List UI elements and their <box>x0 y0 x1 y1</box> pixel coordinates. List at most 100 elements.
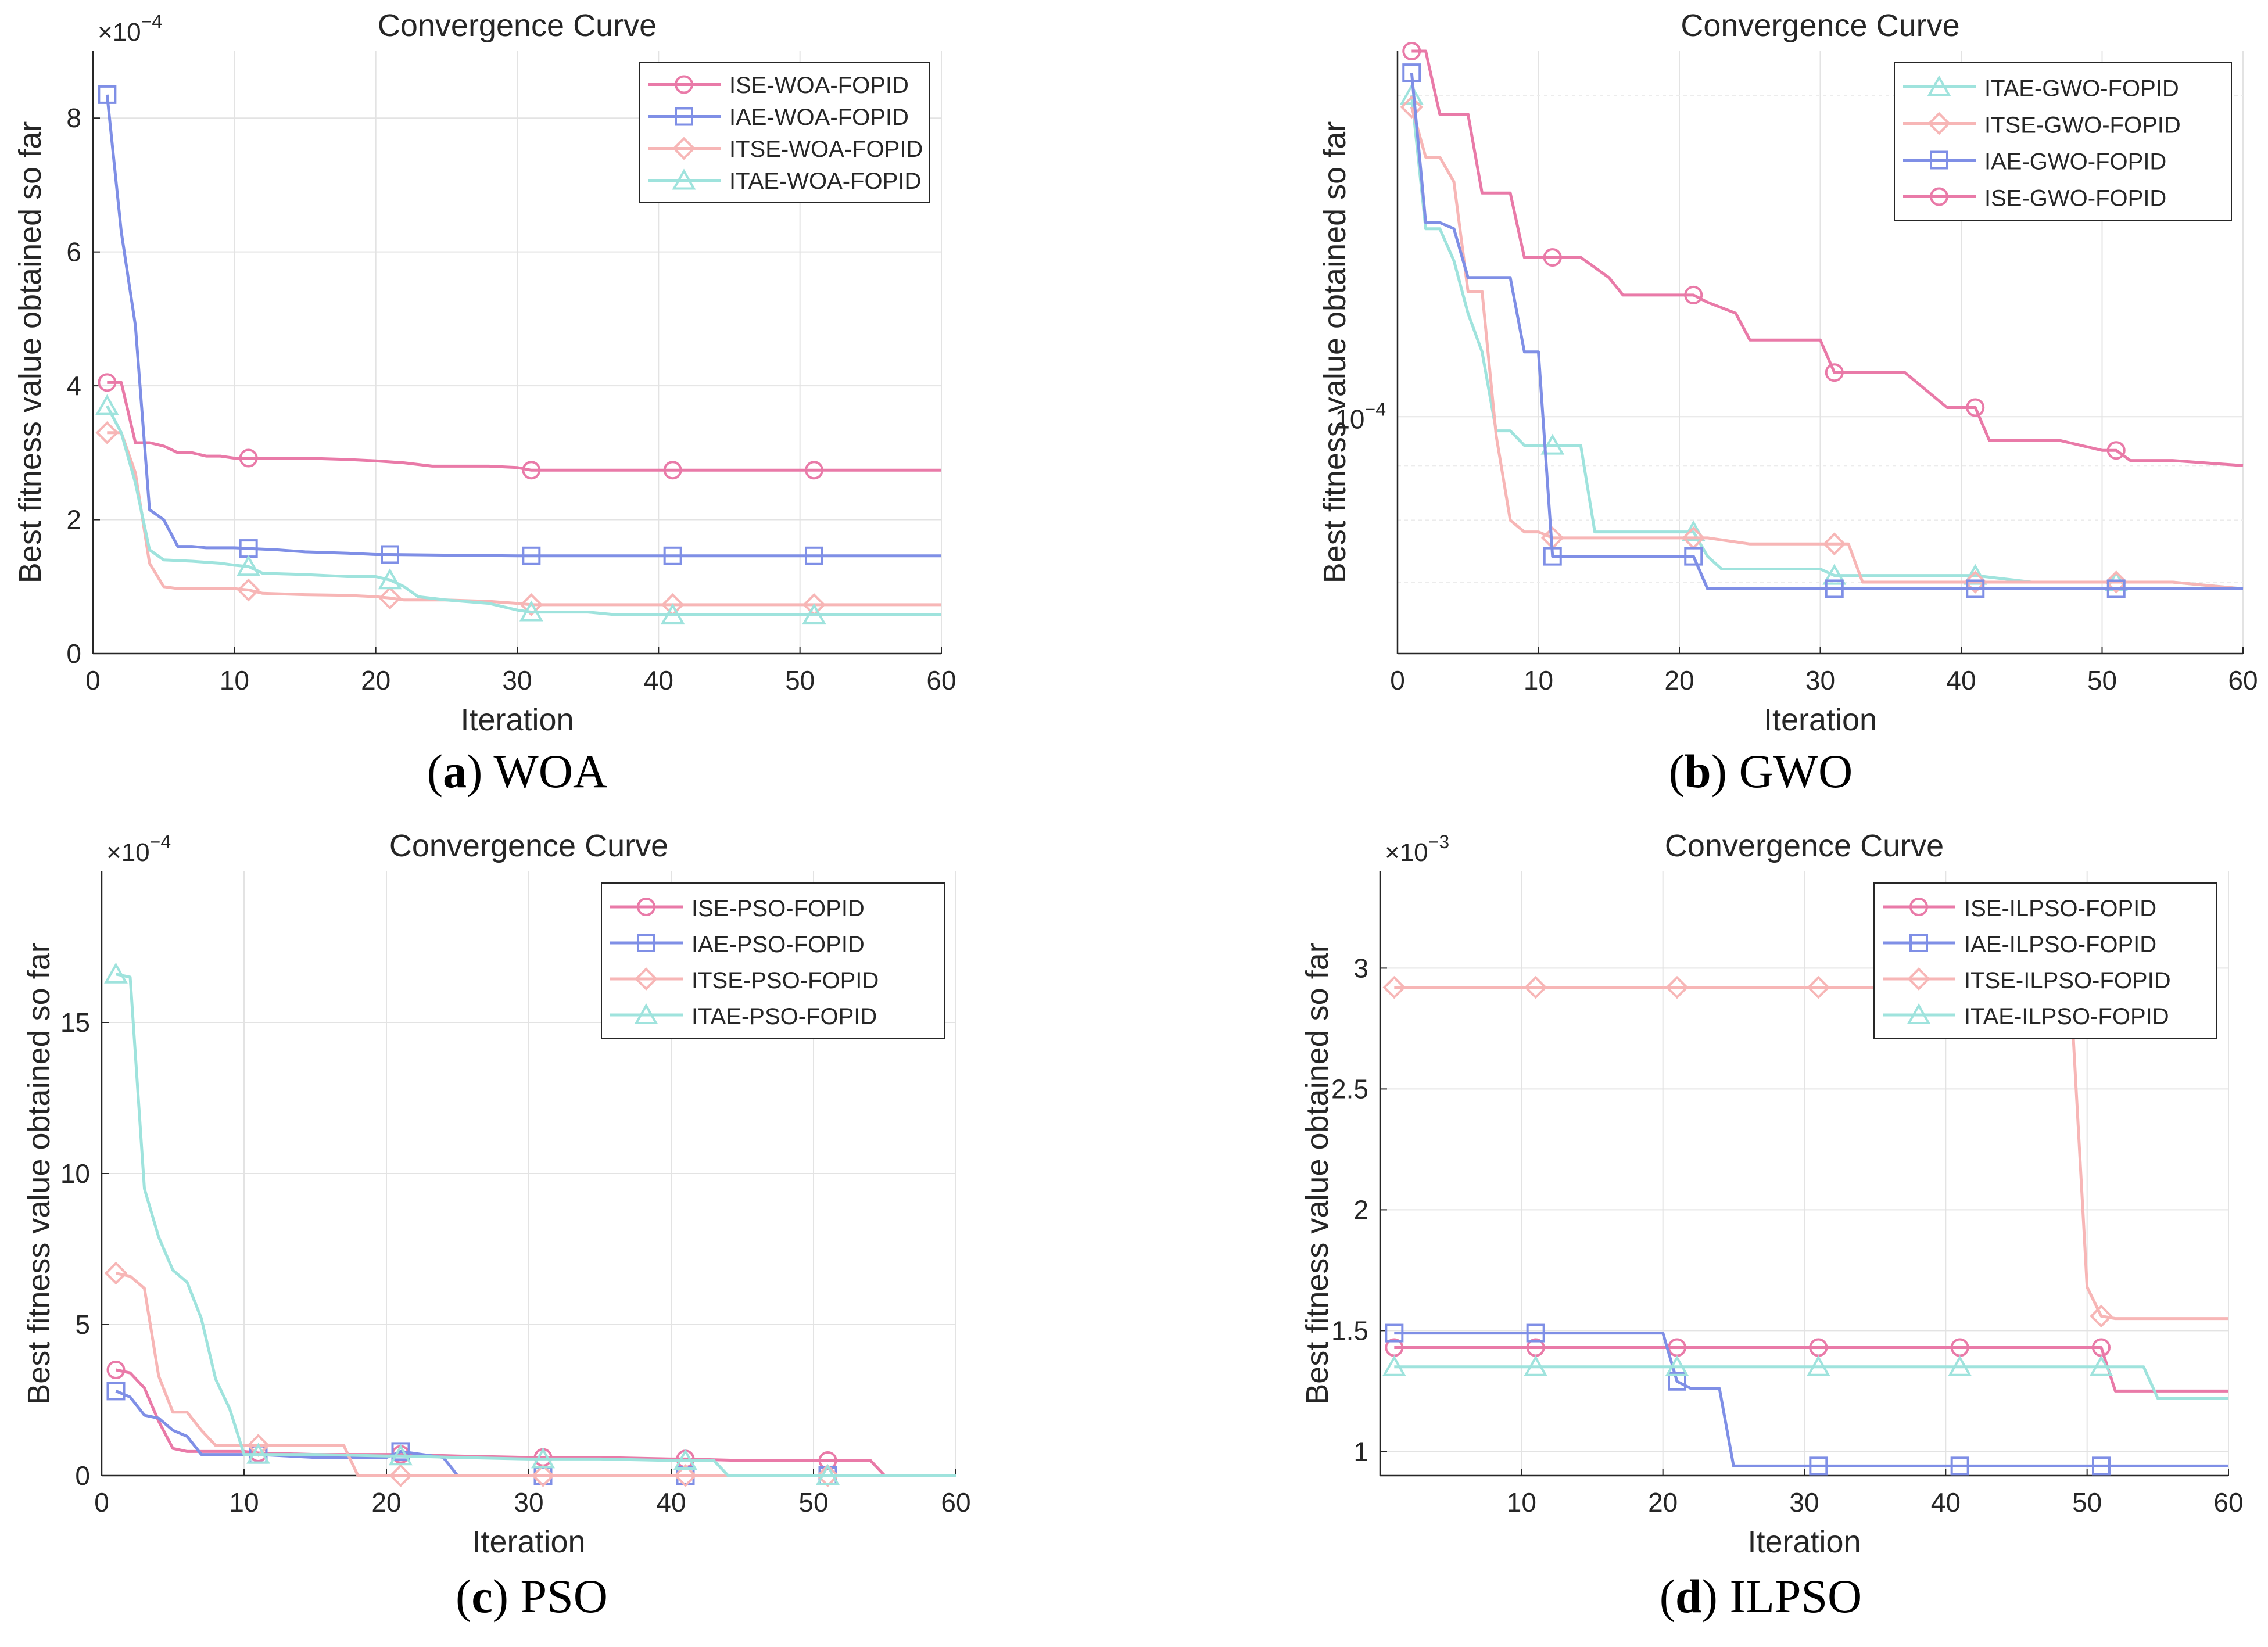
axis-multiplier: ×10−4 <box>98 11 162 46</box>
data-point <box>663 461 682 480</box>
data-point <box>663 546 682 565</box>
caption-letter: c <box>471 1570 492 1623</box>
legend-marker <box>1927 75 1951 96</box>
chart-panel-c: 0 10 20 30 40 50 60 0 5 10 15 ×10−4 Convergence Curv… <box>22 828 971 1623</box>
data-point <box>1524 1355 1548 1376</box>
legend-marker <box>635 967 658 991</box>
multiplier-exp: −4 <box>150 831 171 852</box>
y-tick-label: 0 <box>66 638 81 669</box>
x-axis-label: Iteration <box>460 702 574 737</box>
data-point <box>381 545 399 564</box>
legend-marker <box>637 934 655 952</box>
data-point <box>522 461 541 480</box>
data-point <box>531 1447 555 1469</box>
data-point <box>661 603 685 625</box>
legend: ISE-ILPSO-FOPID IAE-ILPSO-FOPID ITSE-ILPSO… <box>1873 882 2217 1039</box>
data-point <box>816 1464 840 1487</box>
x-tick-label: 30 <box>514 1487 543 1517</box>
legend-box <box>1894 62 2232 221</box>
legend-marker <box>1909 934 1928 952</box>
legend-label: ISE-WOA-FOPID <box>729 73 909 98</box>
data-point <box>1964 570 1987 594</box>
data-point <box>805 546 823 565</box>
data-point <box>246 1443 270 1464</box>
data-point <box>1385 1323 1404 1343</box>
x-tick-label: 40 <box>644 665 673 695</box>
x-tick-label: 0 <box>94 1487 109 1517</box>
data-point <box>1543 248 1562 267</box>
series-ITSE-PSO-FOPID <box>104 1261 956 1487</box>
data-point <box>1806 1355 1830 1376</box>
legend: ITAE-GWO-FOPID ITSE-GWO-FOPID IAE-GWO-FOPI… <box>1894 62 2232 221</box>
x-tick-label: 20 <box>361 665 390 695</box>
series-ITAE-ILPSO-FOPID <box>1382 1355 2228 1400</box>
x-tick-label: 40 <box>656 1487 686 1517</box>
data-point <box>1825 579 1844 598</box>
legend-label: ITSE-PSO-FOPID <box>691 968 879 993</box>
caption-letter: b <box>1685 745 1711 798</box>
x-tick-label: 50 <box>785 665 815 695</box>
series-line <box>1410 95 2244 590</box>
x-tick-label: 10 <box>1524 665 1553 695</box>
x-tick-label: 50 <box>2087 665 2117 695</box>
data-point <box>1402 63 1421 82</box>
x-tick-label: 10 <box>1507 1487 1536 1517</box>
panel-caption: (b) GWO <box>1669 745 1853 798</box>
legend: ISE-PSO-FOPID IAE-PSO-FOPID ITSE-PSO-FOPID… <box>601 882 945 1039</box>
chart-title: Convergence Curve <box>389 828 668 863</box>
caption-paren-close: ) <box>467 745 493 798</box>
series-IAE-GWO-FOPID <box>1402 63 2243 598</box>
chart-title: Convergence Curve <box>378 8 657 43</box>
y-tick-label: 2 <box>1353 1194 1368 1225</box>
series-line <box>105 94 941 558</box>
legend-marker <box>1907 1003 1931 1024</box>
multiplier-base: ×10 <box>106 838 150 867</box>
multiplier-base: ×10 <box>98 18 141 46</box>
data-point <box>1950 1456 1969 1476</box>
data-point <box>1524 975 1547 999</box>
chart-title: Convergence Curve <box>1665 828 1944 863</box>
data-point <box>2106 579 2126 598</box>
x-tick-label: 0 <box>85 665 101 695</box>
legend-label: ITAE-ILPSO-FOPID <box>1964 1004 2169 1029</box>
legend-label: ITAE-WOA-FOPID <box>729 168 921 194</box>
data-point <box>1807 975 1830 999</box>
y-axis-label: Best fitness value obtained so far <box>13 121 48 583</box>
legend-label: ITAE-PSO-FOPID <box>691 1004 877 1029</box>
legend-label: ISE-GWO-FOPID <box>1984 186 2166 211</box>
data-point <box>1684 285 1703 304</box>
caption-paren-open: ( <box>1660 1570 1675 1623</box>
multiplier-exp: −3 <box>1428 831 1449 852</box>
series-line <box>1410 106 2244 590</box>
legend-marker <box>675 107 693 126</box>
legend: ISE-WOA-FOPID IAE-WOA-FOPID ITSE-WOA-FOPID… <box>639 62 930 203</box>
y-tick-label: 5 <box>75 1309 90 1340</box>
series-IAE-WOA-FOPID <box>98 85 941 565</box>
x-tick-label: 40 <box>1931 1487 1961 1517</box>
series-ITAE-WOA-FOPID <box>95 394 941 625</box>
legend-marker <box>672 168 696 190</box>
data-point <box>1543 547 1562 566</box>
x-tick-label: 40 <box>1946 665 1976 695</box>
legend-marker <box>675 75 693 94</box>
legend-label: ITAE-GWO-FOPID <box>1984 76 2179 102</box>
y-tick-label: 10 <box>60 1158 90 1189</box>
data-point <box>1382 1355 1406 1376</box>
series-line <box>1411 49 2244 467</box>
panel-caption: (c) PSO <box>456 1570 608 1623</box>
data-point <box>805 461 823 480</box>
series-ISE-GWO-FOPID <box>1402 42 2244 467</box>
data-point <box>389 1464 413 1487</box>
legend-label: ISE-ILPSO-FOPID <box>1964 896 2156 921</box>
data-point <box>1382 975 1406 999</box>
data-point <box>95 394 119 415</box>
legend-marker <box>634 1003 658 1024</box>
data-point <box>104 962 128 984</box>
series-line <box>115 1272 956 1477</box>
y-tick-label: 2 <box>66 505 81 535</box>
data-point <box>104 1261 128 1285</box>
caption-text: ILPSO <box>1729 1570 1862 1623</box>
series-line <box>115 973 956 1477</box>
